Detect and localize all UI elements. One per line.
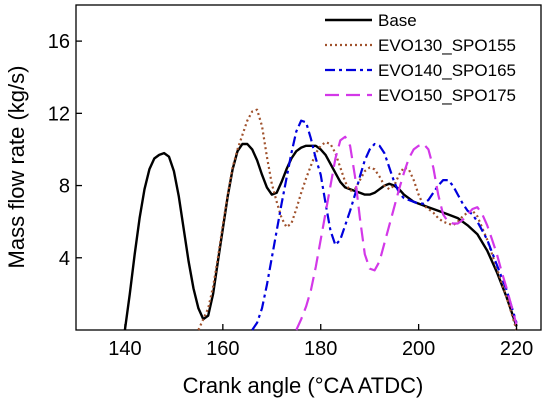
legend-label-3: EVO140_SPO165 (378, 61, 516, 80)
y-tick-label: 16 (48, 31, 70, 53)
y-tick-label: 12 (48, 103, 70, 125)
x-tick-label: 220 (500, 338, 533, 360)
x-tick-label: 140 (108, 338, 141, 360)
axis-ticks: 140 160 180 200 220 4 8 12 16 (48, 31, 533, 360)
legend-label-2: EVO130_SPO155 (378, 36, 516, 55)
y-tick-label: 4 (59, 248, 70, 270)
x-tick-label: 180 (304, 338, 337, 360)
plot-frame (75, 4, 542, 331)
series-line-4 (295, 135, 518, 331)
legend: Base EVO130_SPO155 EVO140_SPO165 EVO150_SPO… (325, 11, 516, 105)
plot-area (75, 4, 542, 331)
legend-label-4: EVO150_SPO175 (378, 86, 516, 105)
x-axis-title: Crank angle (°CA ATDC) (183, 373, 424, 398)
y-axis-title: Mass flow rate (kg/s) (4, 66, 29, 269)
series-line-3 (251, 119, 518, 331)
x-tick-label: 200 (402, 338, 435, 360)
legend-label-1: Base (378, 11, 417, 30)
series-line-2 (197, 108, 518, 331)
y-tick-label: 8 (59, 176, 70, 198)
x-tick-label: 160 (206, 338, 239, 360)
